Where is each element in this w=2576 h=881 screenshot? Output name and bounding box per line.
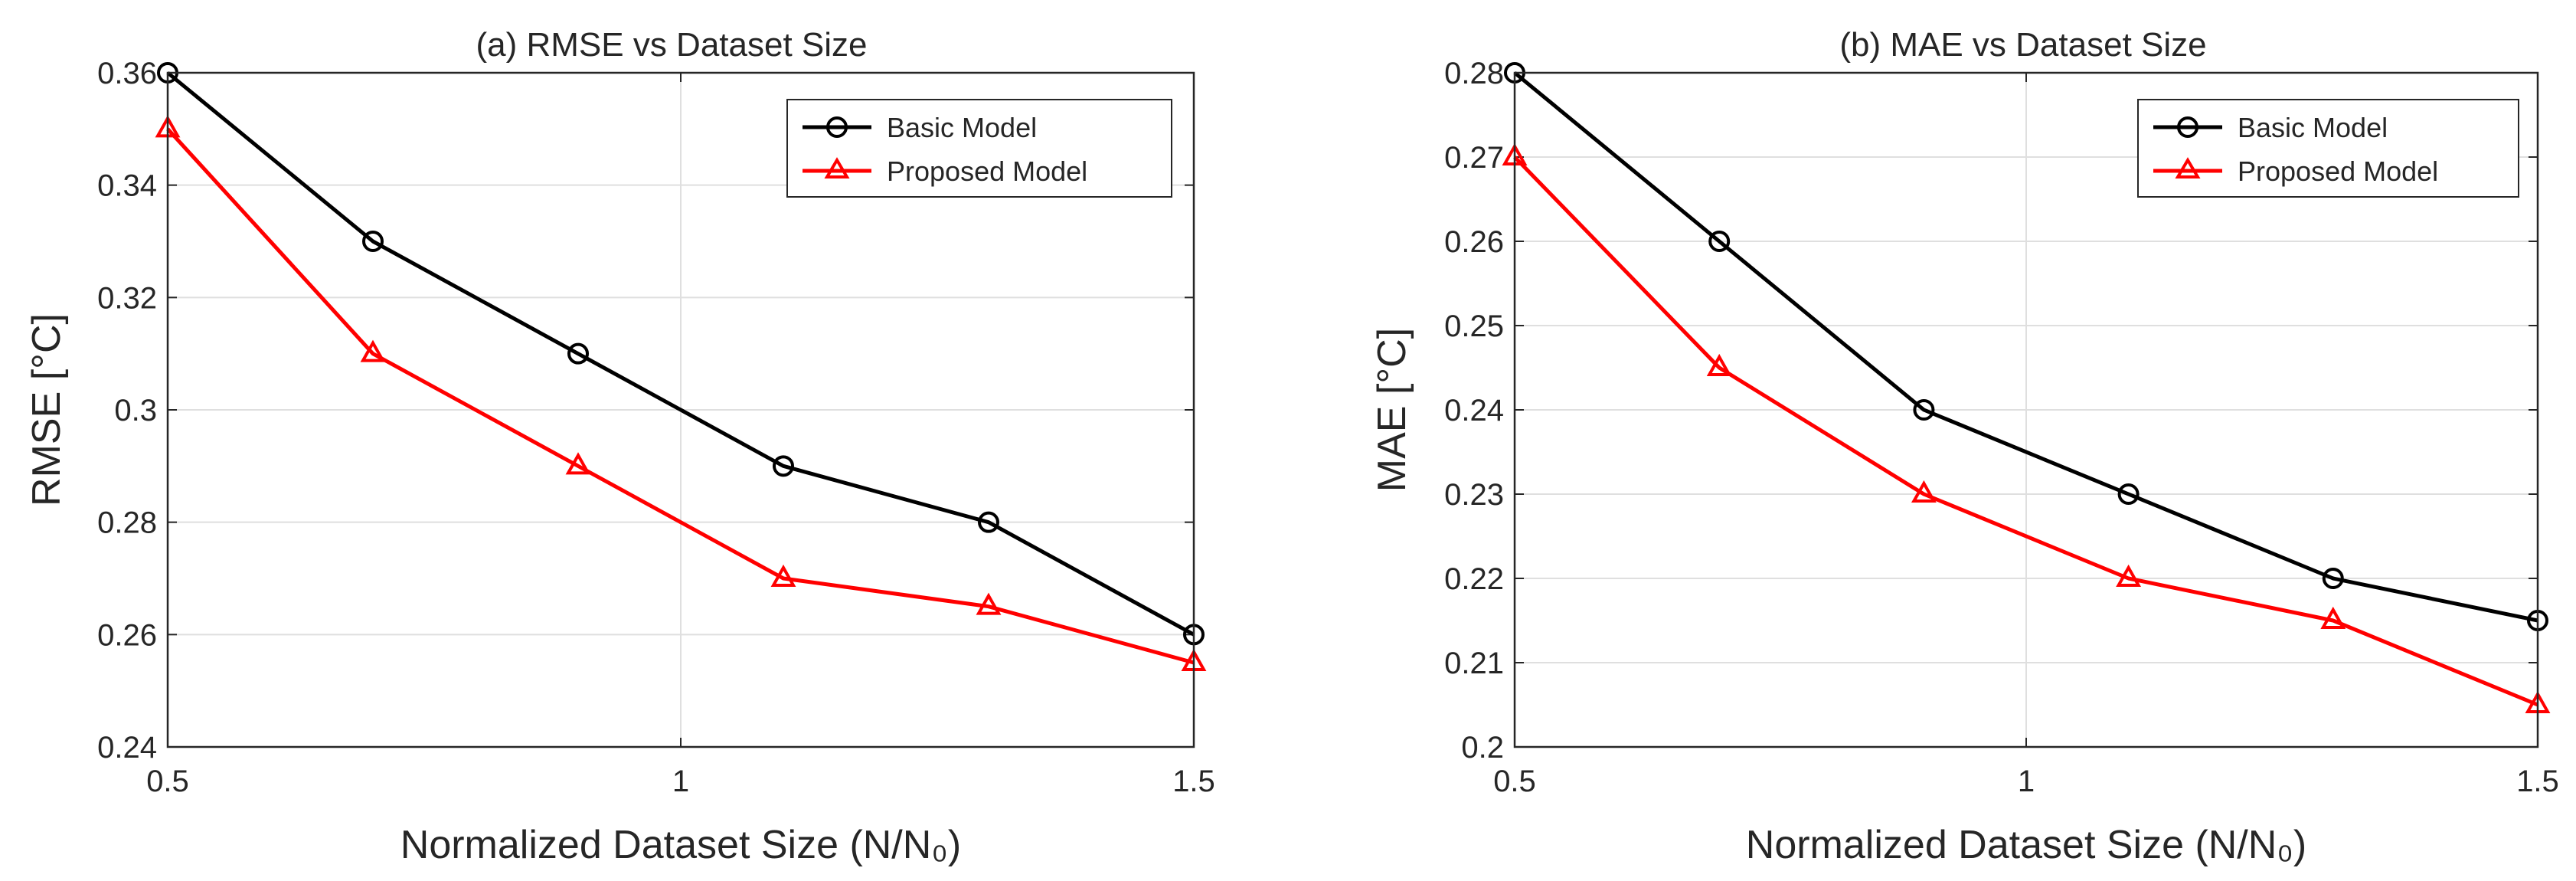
tick-labels: 0.24 0.26 0.28 0.3 0.32 0.34 0.36 0.5 1 1.5: [97, 57, 1215, 798]
series-line-proposed: [1513, 156, 2538, 707]
x-tick-label: 1: [2018, 765, 2035, 798]
point-proposed: [770, 564, 796, 587]
axes-frame: [1513, 71, 2539, 748]
y-tick-label: 0.28: [97, 506, 157, 540]
legend-box: [2137, 99, 2519, 198]
y-tick-label: 0.25: [1444, 309, 1504, 343]
y-tick-label: 0.34: [97, 169, 157, 203]
y-tick-label: 0.26: [1444, 225, 1504, 259]
y-tick-label: 0.26: [97, 618, 157, 652]
legend-marker-basic: [826, 116, 848, 138]
legend: Basic Model Proposed Model: [2137, 99, 2519, 198]
legend-label-basic: Basic Model: [2238, 112, 2388, 143]
x-axis-label: Normalized Dataset Size (N/N₀): [1746, 823, 2306, 867]
y-tick-label: 0.22: [1444, 562, 1504, 596]
legend-label-proposed: Proposed Model: [2238, 156, 2438, 187]
legend-marker-proposed: [824, 157, 850, 178]
y-tick-label: 0.21: [1444, 647, 1504, 680]
x-tick-label: 1.5: [2516, 765, 2559, 798]
series-line-proposed: [166, 127, 1195, 665]
x-tick-label: 0.5: [146, 765, 189, 798]
legend-label-basic: Basic Model: [887, 112, 1037, 143]
y-tick-label: 0.28: [1444, 57, 1504, 90]
series-line-basic: [1513, 71, 2538, 623]
point-proposed: [2320, 606, 2346, 629]
panel-mae: (b) MAE vs Dataset Size 0.20.210.220.230…: [1370, 26, 2559, 867]
legend-label-proposed: Proposed Model: [887, 156, 1087, 187]
axes-frame: [166, 71, 1195, 748]
y-axis-label: RMSE [°C]: [25, 313, 69, 506]
point-basic: [1708, 231, 1731, 252]
point-proposed: [1911, 480, 1937, 503]
y-axis-label: MAE [°C]: [1370, 328, 1414, 492]
point-basic: [567, 342, 589, 365]
legend-marker-proposed: [2175, 157, 2201, 178]
legend-box: [786, 99, 1172, 198]
y-tick-label: 0.23: [1444, 478, 1504, 512]
point-proposed: [565, 452, 591, 475]
point-proposed: [1706, 353, 1732, 376]
chart-title: (b) MAE vs Dataset Size: [1839, 26, 2206, 64]
point-proposed: [976, 592, 1002, 615]
chart-title: (a) RMSE vs Dataset Size: [476, 26, 867, 64]
y-tick-label: 0.3: [114, 394, 157, 427]
series-layer: [1502, 62, 2551, 713]
panel-rmse: (a) RMSE vs Dataset Size 0.24 0.26 0.28 0.3…: [25, 26, 1215, 867]
point-proposed: [2116, 564, 2142, 587]
series-line-basic: [166, 71, 1195, 637]
point-basic: [362, 231, 384, 252]
y-tick-label: 0.36: [97, 57, 157, 90]
y-tick-label: 0.32: [97, 281, 157, 315]
x-tick-label: 1: [672, 765, 689, 798]
y-tick-label: 0.27: [1444, 141, 1504, 175]
y-tick-label: 0.24: [97, 731, 157, 765]
point-basic: [2322, 568, 2344, 589]
x-tick-label: 1.5: [1172, 765, 1215, 798]
grid-lines: [1514, 72, 2538, 748]
x-tick-label: 0.5: [1493, 765, 1536, 798]
x-axis-label: Normalized Dataset Size (N/N₀): [400, 823, 961, 867]
point-basic: [1913, 399, 1935, 421]
point-basic: [773, 455, 794, 477]
tick-labels: 0.2 0.21 0.22 0.23 0.24 0.25 0.26 0.27 0.28 0.5 1 1…: [1444, 57, 2559, 798]
legend: Basic Model Proposed Model: [786, 99, 1172, 198]
point-basic: [2117, 483, 2140, 505]
y-tick-label: 0.2: [1461, 731, 1504, 765]
legend-marker-basic: [2177, 116, 2198, 138]
point-basic: [978, 511, 999, 533]
point-proposed: [360, 339, 386, 362]
y-tick-label: 0.24: [1444, 394, 1504, 427]
